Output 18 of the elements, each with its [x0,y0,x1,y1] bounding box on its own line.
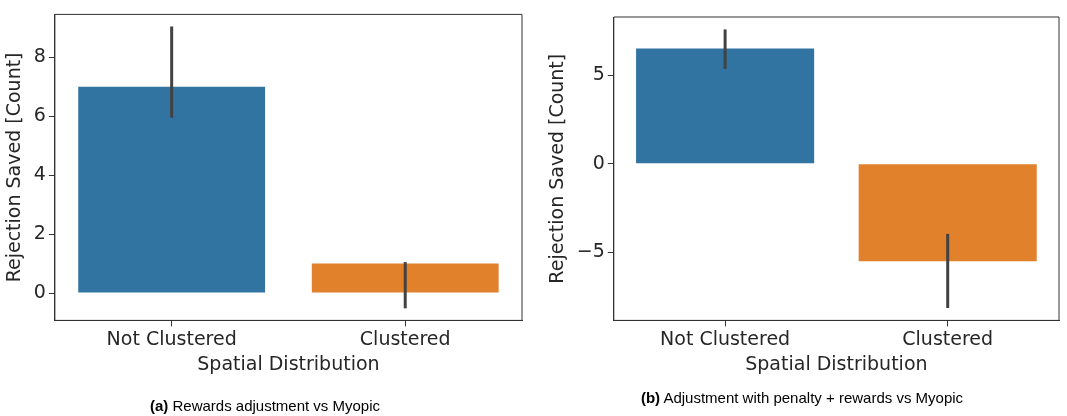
y-tick-label: −5 [576,239,605,262]
y-tick-label: 5 [592,62,605,85]
x-tick-label: Clustered [902,326,994,349]
x-tick-label: Clustered [359,326,451,349]
y-tick-label: 6 [33,103,46,126]
x-axis-title: Spatial Distribution [197,351,380,374]
x-tick-label: Not Clustered [106,326,237,349]
x-tick-label: Not Clustered [660,326,791,349]
y-tick-label: 0 [33,279,46,302]
y-tick-label: 2 [33,221,46,244]
text: (b) Adjustment with penalty + rewards vs Myopic [639,389,965,406]
y-tick-label: 0 [592,150,605,173]
y-axis-title: Rejection Saved [Count] [2,52,25,283]
text: (a) Rewards adjustment vs Myopic [148,397,382,414]
y-tick-label: 4 [33,162,46,185]
y-axis-title: Rejection Saved [Count] [545,53,568,284]
x-axis-title: Spatial Distribution [745,351,928,374]
y-tick-label: 8 [33,44,46,67]
